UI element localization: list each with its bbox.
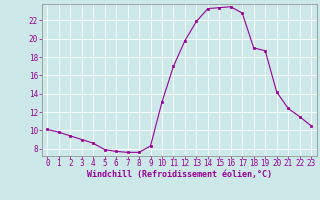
- X-axis label: Windchill (Refroidissement éolien,°C): Windchill (Refroidissement éolien,°C): [87, 170, 272, 179]
